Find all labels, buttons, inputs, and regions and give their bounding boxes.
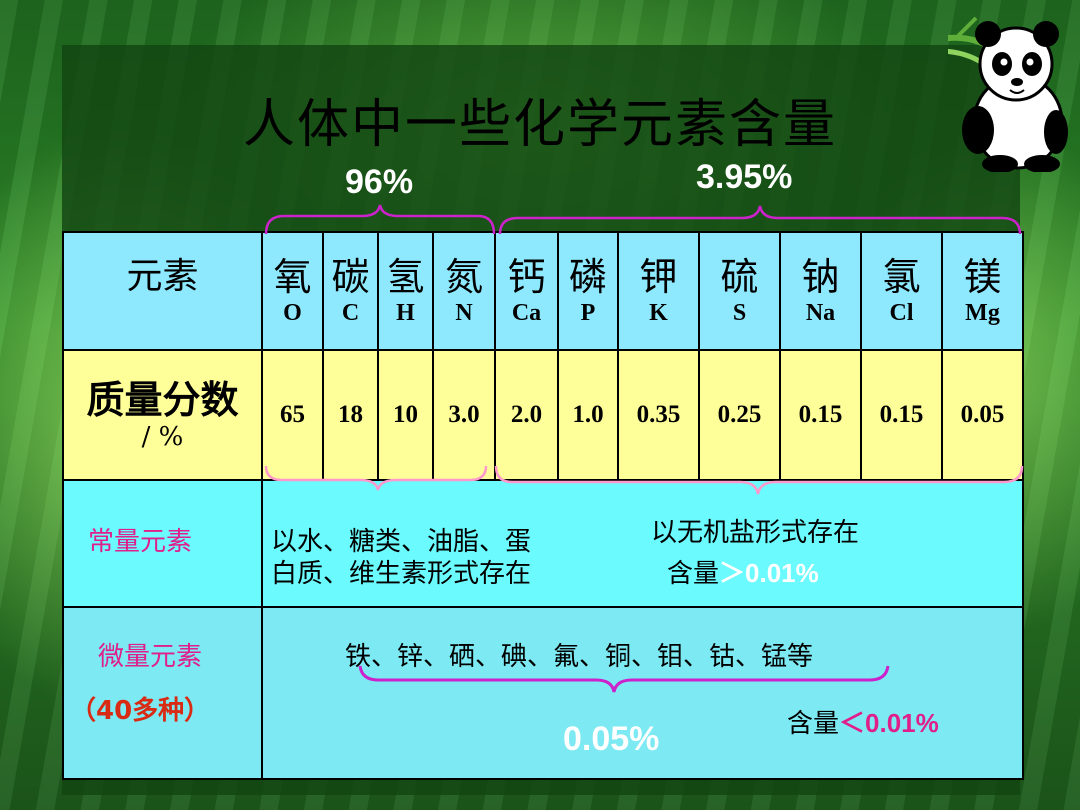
element-cell: 钙 Ca xyxy=(494,231,559,351)
trace-label-cell: 微量元素 （40多种） xyxy=(62,606,263,780)
element-cell: 镁 Mg xyxy=(941,231,1024,351)
organic-form-line1: 以水、糖类、油脂、蛋 xyxy=(271,527,532,557)
organic-form-line2: 白质、维生素形式存在 xyxy=(271,559,532,589)
trace-count: （40多种） xyxy=(70,696,211,726)
macro-description-cell: 以水、糖类、油脂、蛋 白质、维生素形式存在 以无机盐形式存在 含量＞0.01% xyxy=(261,479,1024,608)
trace-total-percent: 0.05% xyxy=(563,720,660,758)
trace-description-cell: 铁、锌、硒、碘、氟、铜、钼、钴、锰等 含量＜0.01% 0.05% xyxy=(261,606,1024,780)
element-cell: 氯 Cl xyxy=(860,231,943,351)
trace-label: 微量元素 xyxy=(98,642,203,672)
trace-group-brace xyxy=(358,665,890,693)
mass-value: 0.35 xyxy=(617,349,700,481)
mass-value: 0.05 xyxy=(941,349,1024,481)
minor-group-bottom-brace xyxy=(494,465,1024,495)
mass-value: 2.0 xyxy=(494,349,559,481)
major-group-top-brace xyxy=(264,204,496,235)
major-group-bottom-brace xyxy=(264,465,488,491)
mass-fraction-row: 质量分数 / % 65 18 10 3.0 2.0 1.0 0.35 0.25 … xyxy=(62,349,1024,481)
mass-value: 3.0 xyxy=(432,349,496,481)
mass-value: 18 xyxy=(322,349,379,481)
macro-content-line: 含量＞0.01% xyxy=(667,558,819,589)
major-group-percent: 96% xyxy=(345,163,414,201)
macro-element-row: 常量元素 以水、糖类、油脂、蛋 白质、维生素形式存在 以无机盐形式存在 含量＞0… xyxy=(62,479,1024,608)
mass-value: 0.25 xyxy=(698,349,781,481)
trace-content-line: 含量＜0.01% xyxy=(787,708,939,739)
panda-icon xyxy=(948,16,1068,172)
mass-fraction-label: 质量分数 / % xyxy=(62,349,263,481)
element-cell: 钠 Na xyxy=(779,231,862,351)
mass-value: 65 xyxy=(261,349,324,481)
mass-value: 1.0 xyxy=(557,349,619,481)
mass-value: 0.15 xyxy=(860,349,943,481)
inorganic-form-line: 以无机盐形式存在 xyxy=(651,518,860,548)
macro-label-cell: 常量元素 xyxy=(62,479,263,608)
mass-value: 10 xyxy=(377,349,434,481)
minor-group-percent: 3.95% xyxy=(696,158,793,196)
trace-element-list: 铁、锌、硒、碘、氟、铜、钼、钴、锰等 xyxy=(345,642,814,672)
mass-value: 0.15 xyxy=(779,349,862,481)
trace-element-row: 微量元素 （40多种） 铁、锌、硒、碘、氟、铜、钼、钴、锰等 含量＜0.01% … xyxy=(62,606,1024,780)
page-title: 人体中一些化学元素含量 xyxy=(242,95,837,155)
macro-label: 常量元素 xyxy=(88,527,193,557)
element-header-label: 元素 xyxy=(62,231,263,351)
minor-group-top-brace xyxy=(498,205,1022,235)
